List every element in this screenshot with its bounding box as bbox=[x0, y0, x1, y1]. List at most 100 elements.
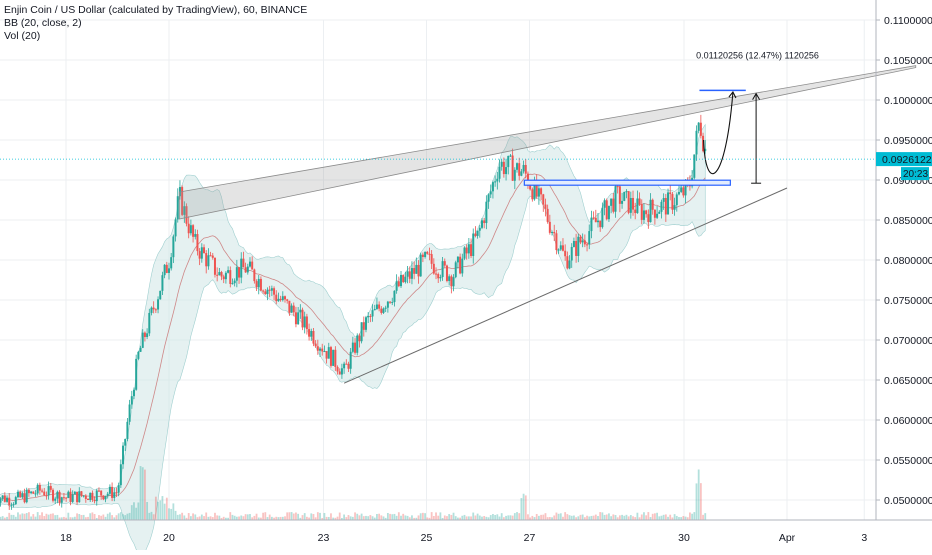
candle-body bbox=[126, 421, 129, 439]
volume-bar bbox=[678, 517, 680, 520]
candle-body bbox=[402, 274, 405, 283]
candle-body bbox=[329, 347, 332, 366]
volume-bar bbox=[295, 512, 297, 520]
candle-body bbox=[113, 492, 116, 498]
candle-body bbox=[233, 280, 236, 284]
volume-bar bbox=[608, 513, 610, 520]
volume-bar bbox=[297, 513, 300, 520]
candle-body bbox=[364, 317, 367, 330]
time-label: 30 bbox=[678, 532, 690, 544]
time-label: Apr bbox=[779, 532, 796, 544]
candle-body bbox=[437, 274, 440, 279]
volume-bar bbox=[413, 517, 416, 520]
drawings[interactable]: 0.01120256 (12.47%) 1120256 bbox=[178, 50, 917, 384]
candle-body bbox=[248, 261, 251, 267]
volume-bar bbox=[389, 513, 391, 520]
volume-bar bbox=[255, 513, 258, 520]
candle-body bbox=[82, 495, 85, 497]
candle-body bbox=[211, 255, 214, 258]
candle-body bbox=[102, 495, 105, 500]
candle-body bbox=[87, 498, 90, 501]
candle-body bbox=[80, 491, 83, 496]
candle-body bbox=[117, 485, 120, 493]
volume-bar bbox=[279, 516, 282, 520]
candle-body bbox=[242, 258, 245, 268]
volume-bar bbox=[599, 512, 602, 520]
volume-bar bbox=[312, 514, 315, 520]
symbol-title[interactable]: Enjin Coin / US Dollar (calculated by Tr… bbox=[4, 4, 308, 16]
volume-bar bbox=[651, 513, 654, 520]
candle-body bbox=[49, 486, 52, 490]
volume-bar bbox=[540, 514, 542, 520]
volume-bar bbox=[270, 516, 273, 520]
volume-bar bbox=[139, 466, 142, 520]
volume-bar bbox=[452, 512, 455, 520]
projected-path-arrow bbox=[703, 91, 734, 175]
candle-body bbox=[375, 304, 378, 310]
candle-body bbox=[511, 155, 514, 181]
volume-bar bbox=[154, 496, 157, 520]
volume-bar bbox=[216, 515, 219, 520]
volume-bar bbox=[382, 516, 385, 520]
candle-body bbox=[610, 198, 613, 206]
candle-body bbox=[119, 464, 122, 486]
candle-body bbox=[629, 197, 632, 213]
volume-bar bbox=[341, 517, 343, 520]
candle-body bbox=[695, 130, 698, 155]
volume-bar bbox=[415, 517, 418, 520]
lower-trendline bbox=[343, 187, 788, 384]
volume-bar bbox=[671, 517, 674, 520]
candle-body bbox=[579, 236, 582, 243]
volume-bar bbox=[351, 516, 354, 520]
volume-bar bbox=[89, 513, 92, 520]
candle-body bbox=[154, 309, 157, 311]
candle-body bbox=[60, 497, 63, 503]
candle-body bbox=[262, 290, 265, 292]
candle-body bbox=[544, 204, 547, 209]
volume-bar bbox=[38, 515, 41, 520]
volume-bar bbox=[638, 517, 641, 520]
volume-bar bbox=[14, 516, 17, 520]
candle-body bbox=[485, 201, 488, 224]
volume-bar bbox=[601, 512, 604, 520]
candle-body bbox=[218, 272, 221, 276]
volume-bar bbox=[104, 516, 107, 520]
volume-bar bbox=[45, 513, 48, 520]
time-label: 20 bbox=[163, 532, 175, 544]
time-label: 27 bbox=[524, 532, 536, 544]
candle-body bbox=[472, 233, 475, 256]
volume-bar bbox=[573, 515, 575, 520]
candle-body bbox=[205, 253, 208, 267]
bb-indicator-label[interactable]: BB (20, close, 2) bbox=[4, 17, 82, 29]
volume-bar bbox=[457, 517, 459, 520]
time-axis[interactable]: 182023252730Apr368 bbox=[0, 519, 932, 544]
volume-bar bbox=[130, 505, 133, 520]
volume-bar bbox=[214, 512, 216, 520]
volume-bar bbox=[511, 515, 514, 520]
candle-body bbox=[404, 276, 407, 283]
candle-body bbox=[270, 288, 273, 291]
volume-bar bbox=[292, 513, 295, 520]
volume-bar bbox=[470, 516, 472, 520]
candle-body bbox=[505, 167, 508, 175]
candle-body bbox=[16, 491, 19, 498]
candle-body bbox=[616, 186, 619, 188]
candle-body bbox=[168, 268, 170, 273]
candle-body bbox=[69, 491, 72, 502]
candle-body bbox=[54, 498, 57, 501]
volume-indicator-label[interactable]: Vol (20) bbox=[4, 30, 41, 42]
volume-bar bbox=[393, 513, 396, 520]
volume-bar bbox=[454, 516, 457, 520]
candle-body bbox=[3, 495, 6, 502]
volume-bar bbox=[148, 512, 151, 520]
volume-bar bbox=[192, 513, 194, 520]
volume-bar bbox=[395, 515, 398, 520]
candle-body bbox=[332, 349, 335, 366]
volume-bar bbox=[314, 517, 317, 520]
volume-bar bbox=[34, 516, 37, 520]
candle-body bbox=[194, 234, 197, 237]
candle-body bbox=[397, 281, 400, 287]
